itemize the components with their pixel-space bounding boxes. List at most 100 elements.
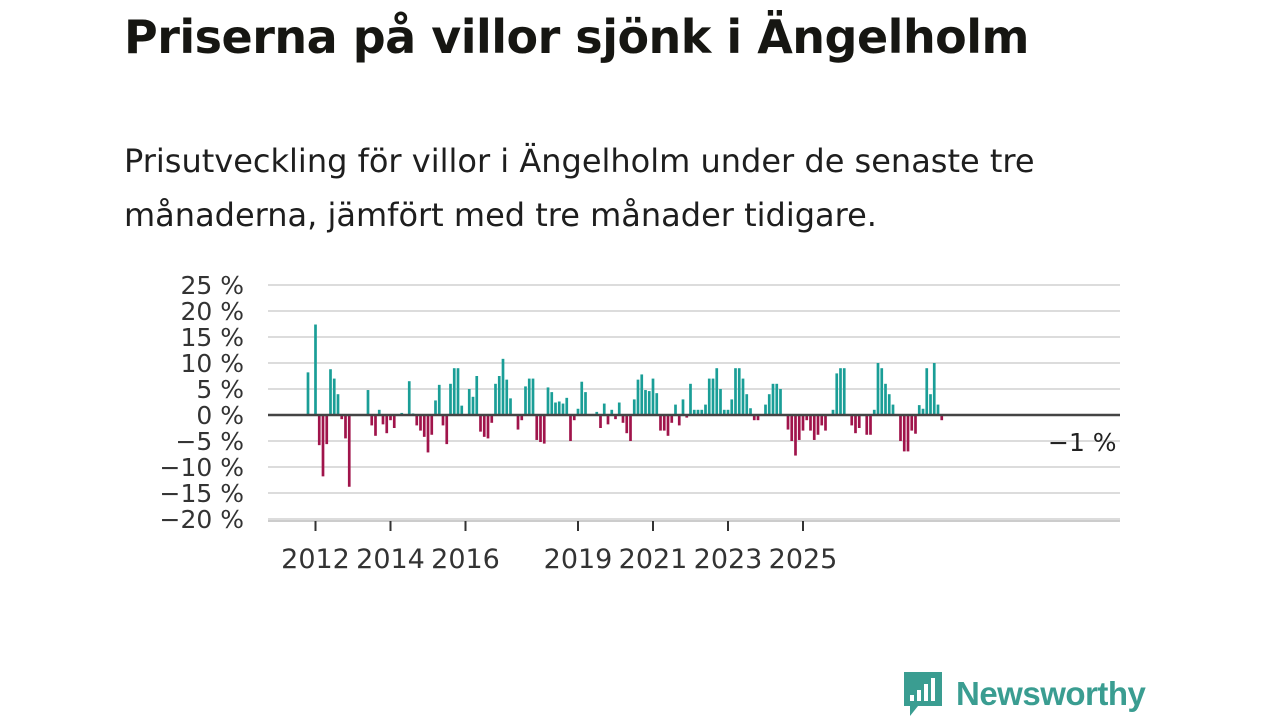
bar [632,399,636,415]
x-tick-label: 2021 [619,544,688,575]
x-tick-label: 2014 [356,544,425,575]
bar [449,383,452,415]
bar [576,408,580,415]
bar [610,409,614,415]
bar [850,415,854,426]
bar [726,409,730,415]
bar [602,403,606,415]
bar [820,415,824,426]
y-tick-label: −5 % [175,427,244,456]
bar [381,415,385,425]
bar [906,415,910,452]
bar [880,368,884,415]
bar [497,376,501,415]
gridlines [268,284,1120,520]
bar [542,415,546,444]
bar [936,404,940,415]
bar [842,368,846,415]
bar [501,358,505,415]
y-tick-label: 15 % [180,323,244,352]
bar [471,396,475,415]
annotations: −1 % [1048,428,1117,457]
bar [557,401,561,415]
bar [816,415,820,435]
bar [370,415,374,426]
bar [801,415,805,431]
bar [531,378,535,415]
bar [479,415,482,432]
bar [932,363,936,415]
bar [550,392,554,415]
bar [857,415,861,428]
bar [899,415,902,441]
bar [340,415,344,420]
bar [655,393,659,415]
bar [456,368,460,415]
brand-logo: Newsworthy [902,670,1146,718]
bar [422,415,426,437]
bar [520,415,524,421]
bar [467,389,471,415]
chart-title: Priserna på villor sjönk i Ängelholm [124,10,1030,64]
chart-subtitle: Prisutveckling för villor i Ängelholm un… [124,142,1035,234]
bar [704,404,707,415]
bar [839,368,842,415]
bar [584,392,587,415]
bar [677,415,681,426]
bar [494,383,497,415]
bar [929,394,932,415]
bar [891,404,895,415]
bar [884,383,887,415]
bar [707,378,711,415]
y-tick-label: −15 % [160,479,244,508]
bar [317,415,321,446]
bar [629,415,632,441]
bar [347,415,351,487]
bar [666,415,670,436]
bar [329,369,332,415]
bar [670,415,674,423]
bar [917,405,921,415]
bar [674,404,677,415]
bar [869,415,872,435]
bar [651,378,655,415]
bar [696,409,700,415]
bar [659,415,662,431]
bar [452,368,456,415]
bar [730,399,734,415]
bar [812,415,816,440]
bar [835,373,839,415]
bar [854,415,857,434]
bar-chart: 25 %20 %15 %10 %5 %0 %−5 %−10 %−15 %−20 … [160,271,1120,575]
bar [389,415,392,421]
bar [700,409,704,415]
bar [625,415,629,434]
bar [711,378,715,415]
bar [441,415,445,426]
bar [621,415,625,423]
y-axis-labels: 25 %20 %15 %10 %5 %0 %−5 %−10 %−15 %−20 … [160,271,244,534]
bars [306,324,944,487]
bar [434,400,437,415]
bar [535,415,539,440]
bar [681,399,685,415]
bar [415,415,419,426]
bar [689,383,692,415]
x-tick-label: 2023 [694,544,763,575]
y-tick-label: 25 % [180,271,244,300]
bar [737,368,741,415]
bar [719,389,722,415]
bar [332,378,336,415]
bar [797,415,801,440]
bar [580,381,584,415]
bar [325,415,329,445]
bar [561,403,565,415]
newsworthy-logo-icon [904,672,942,716]
bar [475,376,479,415]
y-tick-label: −10 % [160,453,244,482]
bar [831,409,835,415]
bar [902,415,906,452]
bar [940,415,944,421]
bar [344,415,347,439]
bar [722,409,726,415]
